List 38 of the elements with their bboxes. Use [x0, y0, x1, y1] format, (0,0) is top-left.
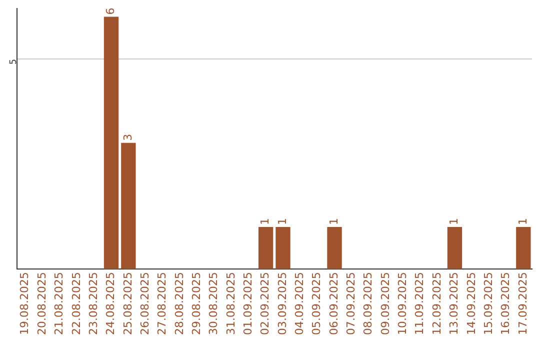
x-tick-label: 07.09.2025: [344, 272, 358, 336]
x-tick-label: 12.09.2025: [430, 272, 444, 336]
x-tick-label: 19.08.2025: [18, 272, 32, 336]
x-tick-label: 11.09.2025: [413, 272, 426, 336]
x-tick-label: 17.09.2025: [516, 272, 530, 336]
data-label: 1: [448, 218, 461, 225]
x-tick-label: 15.09.2025: [482, 272, 495, 336]
data-label: 1: [327, 218, 340, 225]
x-tick-label: 24.08.2025: [104, 272, 118, 336]
x-tick-label: 09.09.2025: [378, 272, 392, 336]
x-tick-label: 20.08.2025: [35, 272, 48, 336]
x-tick-label: 13.09.2025: [448, 272, 461, 336]
x-tick-label: 30.08.2025: [207, 272, 220, 336]
x-tick-label: 26.08.2025: [138, 272, 152, 336]
data-label: 6: [104, 8, 118, 15]
x-tick-label: 29.08.2025: [190, 272, 203, 336]
x-tick-label: 10.09.2025: [396, 272, 410, 336]
x-tick-label: 06.09.2025: [327, 272, 340, 336]
x-tick-label: 08.09.2025: [362, 272, 375, 336]
x-tick-label: 16.09.2025: [499, 272, 512, 336]
x-tick-label: 31.08.2025: [224, 272, 238, 336]
y-tick-label: 5: [9, 58, 20, 65]
x-tick-label: 25.08.2025: [121, 272, 134, 336]
x-tick-label: 22.08.2025: [70, 272, 83, 336]
x-tick-label: 03.09.2025: [276, 272, 289, 336]
data-label: 1: [276, 218, 289, 225]
data-label: 1: [516, 218, 530, 225]
x-tick-label: 28.08.2025: [172, 272, 186, 336]
x-tick-label: 14.09.2025: [464, 272, 478, 336]
data-label: 1: [258, 218, 272, 225]
x-tick-label: 05.09.2025: [310, 272, 324, 336]
x-tick-label: 02.09.2025: [258, 272, 272, 336]
x-tick-label: 04.09.2025: [293, 272, 306, 336]
data-label: 3: [121, 134, 134, 141]
x-tick-label: 23.08.2025: [86, 272, 100, 336]
x-tick-label: 01.09.2025: [242, 272, 254, 336]
x-tick-label: 27.08.2025: [156, 272, 169, 336]
x-tick-label: 21.08.2025: [52, 272, 66, 336]
